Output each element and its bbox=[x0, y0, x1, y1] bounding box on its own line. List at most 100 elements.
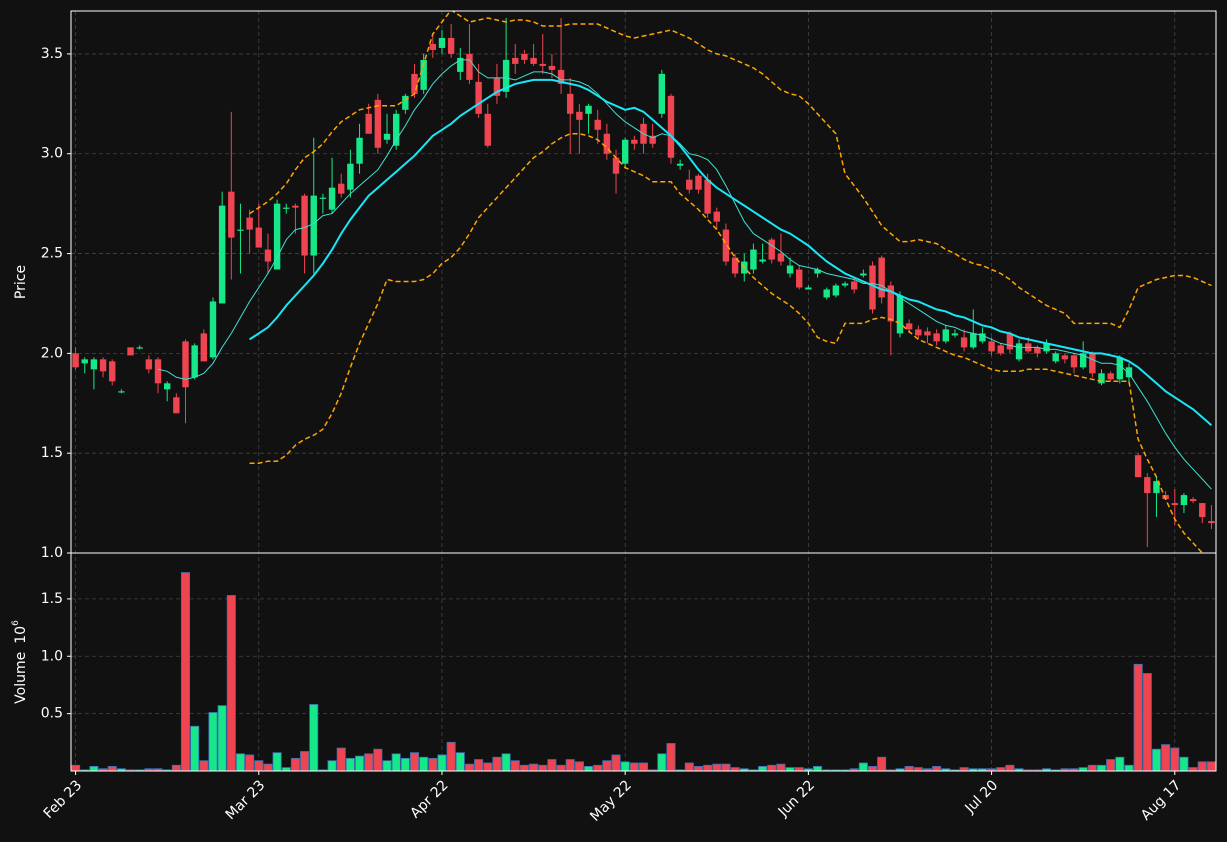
candle-body bbox=[1052, 353, 1059, 362]
candle-body bbox=[539, 63, 546, 66]
candle-body bbox=[960, 337, 968, 348]
candle-body bbox=[1079, 353, 1087, 368]
volume-bar bbox=[629, 762, 639, 772]
volume-bar bbox=[391, 753, 401, 772]
candle-body bbox=[145, 359, 153, 370]
scale-base: 10 bbox=[13, 626, 29, 644]
candle-body bbox=[676, 163, 684, 166]
candle-body bbox=[942, 329, 949, 342]
candle-body bbox=[1171, 503, 1178, 506]
volume-bar bbox=[510, 760, 520, 772]
candle-body bbox=[997, 345, 1004, 354]
volume-bar bbox=[556, 764, 566, 772]
volume-bar bbox=[703, 764, 713, 772]
candle-body bbox=[383, 133, 391, 140]
candle-body bbox=[438, 37, 446, 48]
volume-bar bbox=[785, 767, 795, 772]
candle-body bbox=[768, 239, 775, 260]
candle-body bbox=[823, 289, 830, 298]
candle-body bbox=[191, 345, 198, 378]
volume-panel bbox=[71, 572, 1216, 772]
volume-bar bbox=[437, 754, 447, 772]
volume-bar bbox=[190, 725, 200, 772]
band-line bbox=[249, 133, 1204, 553]
candle-body bbox=[420, 59, 427, 90]
volume-bar bbox=[529, 763, 539, 772]
candle-body bbox=[695, 175, 702, 190]
candle-body bbox=[72, 353, 79, 368]
volume-bar bbox=[721, 763, 731, 772]
candle-body bbox=[402, 95, 409, 110]
volume-bar bbox=[565, 759, 575, 772]
candle-body bbox=[1015, 343, 1023, 360]
candle-body bbox=[621, 139, 629, 164]
candle-body bbox=[841, 283, 849, 286]
volume-bar bbox=[455, 752, 465, 772]
volume-bar bbox=[794, 767, 804, 772]
candle-body bbox=[1006, 333, 1014, 350]
volume-bar bbox=[245, 754, 255, 772]
candle-body bbox=[649, 135, 656, 144]
candle-body bbox=[319, 197, 327, 199]
volume-bar bbox=[657, 753, 667, 772]
candle-body bbox=[328, 187, 336, 210]
candle-body bbox=[365, 113, 372, 134]
candle-body bbox=[1070, 355, 1078, 368]
candle-body bbox=[915, 329, 922, 336]
candle-body bbox=[933, 333, 940, 342]
candle-body bbox=[786, 265, 794, 274]
volume-bar bbox=[1133, 663, 1143, 772]
candle-body bbox=[347, 163, 354, 190]
volume-bar bbox=[638, 762, 649, 772]
candle-body bbox=[292, 205, 299, 208]
volume-bar bbox=[501, 753, 511, 772]
candle-body bbox=[722, 229, 730, 262]
volume-bar bbox=[767, 764, 777, 772]
candle-body bbox=[887, 285, 895, 322]
candle-body bbox=[777, 253, 785, 262]
volume-label: Volume bbox=[13, 652, 29, 704]
volume-bar bbox=[602, 760, 612, 772]
candle-body bbox=[1144, 477, 1151, 494]
volume-bar bbox=[355, 755, 365, 772]
candle-body bbox=[1162, 495, 1169, 500]
candle-body bbox=[548, 65, 556, 70]
candle-body bbox=[970, 333, 977, 348]
volume-bar bbox=[235, 753, 245, 772]
moving-average bbox=[157, 59, 1212, 490]
candle-body bbox=[502, 59, 510, 92]
candle-body bbox=[796, 269, 803, 288]
candle-body bbox=[750, 249, 757, 270]
volume-bar bbox=[996, 767, 1006, 772]
candle-body bbox=[731, 257, 739, 274]
volume-bar bbox=[1124, 764, 1134, 772]
candle-body bbox=[759, 259, 766, 262]
candle-body bbox=[283, 207, 290, 209]
volume-bar bbox=[281, 767, 291, 772]
candle-body bbox=[411, 73, 418, 94]
candle-body bbox=[429, 43, 437, 50]
candle-body bbox=[832, 285, 840, 296]
volume-bar bbox=[345, 757, 355, 772]
volume-bar bbox=[180, 572, 191, 772]
volume-bar bbox=[620, 761, 630, 772]
y-tick-label: 0.5 bbox=[41, 706, 63, 722]
candle-body bbox=[979, 333, 986, 342]
candle-body bbox=[713, 211, 720, 222]
volume-bar bbox=[904, 766, 914, 772]
candle-body bbox=[869, 265, 876, 310]
candle-body bbox=[905, 323, 913, 330]
candle-body bbox=[631, 139, 638, 144]
volume-bar bbox=[712, 763, 722, 772]
volume-bar bbox=[446, 741, 456, 772]
volume-axis-label: Volume 106 bbox=[11, 620, 30, 704]
candle-body bbox=[447, 37, 455, 54]
moving-average bbox=[249, 78, 1213, 426]
candle-body bbox=[704, 179, 711, 214]
volume-bar bbox=[1161, 744, 1171, 772]
candle-body bbox=[310, 195, 317, 256]
candle-body bbox=[850, 281, 858, 290]
candle-body bbox=[163, 383, 171, 390]
candle-body bbox=[594, 119, 601, 130]
